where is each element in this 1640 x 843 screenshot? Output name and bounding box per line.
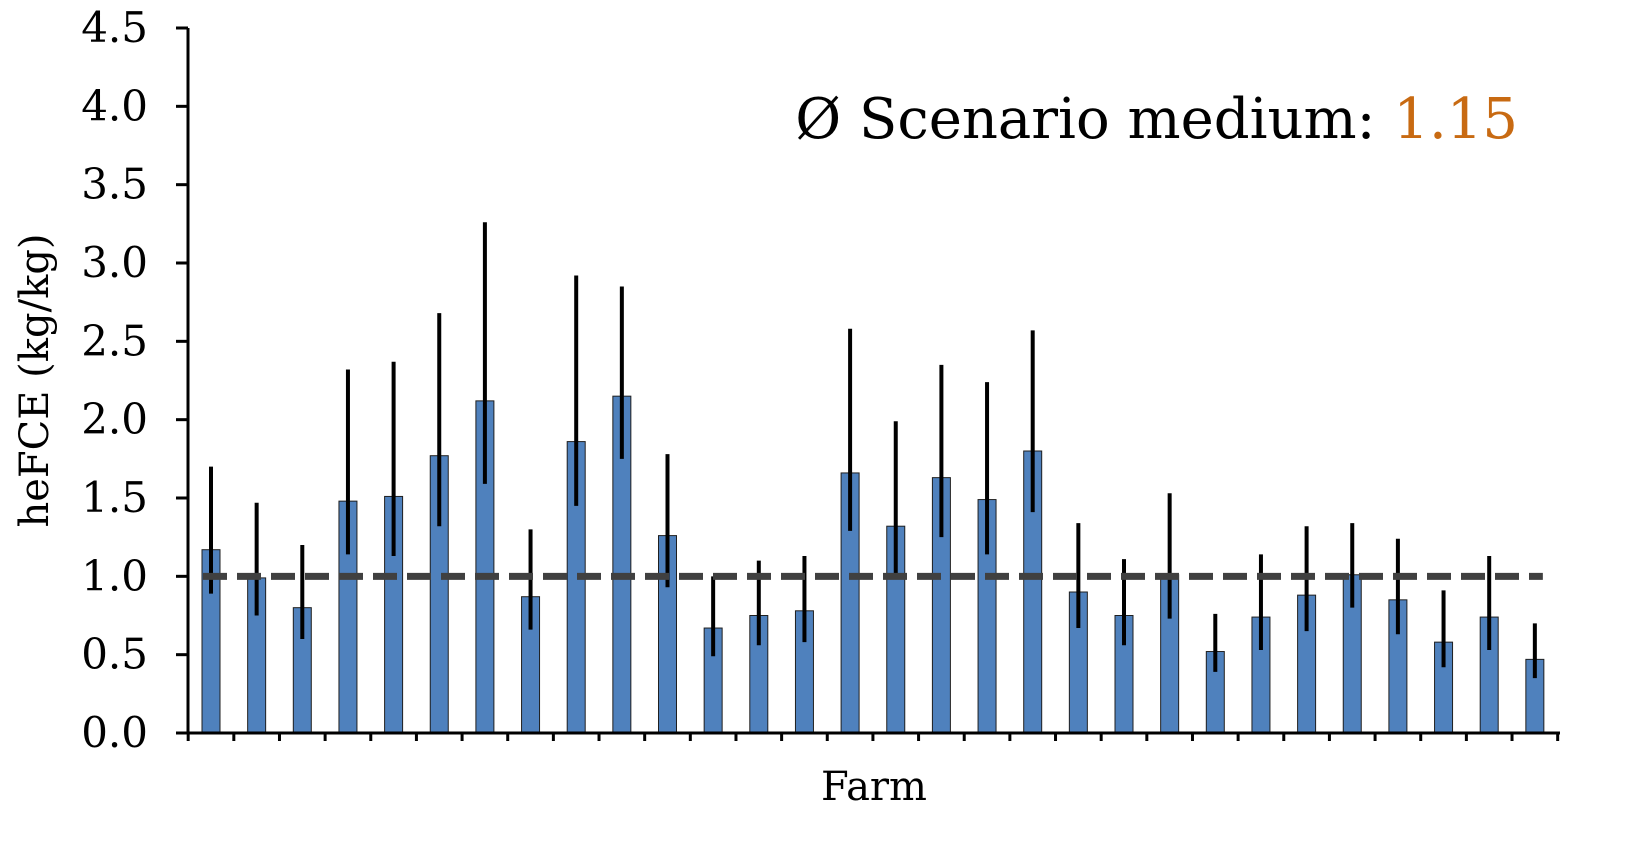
- y-tick-label: 0.5: [81, 630, 148, 679]
- x-axis-ticks: [186, 733, 1560, 741]
- y-axis-ticks: 0.0 0.5 1.0 1.5 2.0 2.5 3.0 3.5 4.0 4.5: [81, 3, 188, 757]
- y-tick-label: 2.5: [81, 316, 148, 365]
- annotation-label: Ø Scenario medium:: [795, 87, 1393, 152]
- bars: [201, 395, 1545, 734]
- y-tick-label: 1.0: [81, 551, 148, 600]
- y-axis-title: heFCE (kg/kg): [12, 233, 58, 527]
- error-bars: [209, 222, 1537, 679]
- x-axis-title: Farm: [821, 764, 927, 810]
- y-tick-label: 2.0: [81, 395, 148, 444]
- y-tick-label: 4.5: [81, 3, 148, 52]
- scenario-annotation: Ø Scenario medium: 1.15: [795, 87, 1518, 152]
- y-tick-label: 3.5: [81, 160, 148, 209]
- y-tick-label: 1.5: [81, 473, 148, 522]
- y-tick-label: 3.0: [81, 238, 148, 287]
- annotation-value: 1.15: [1393, 87, 1518, 152]
- y-tick-label: 4.0: [81, 81, 148, 130]
- y-tick-label: 0.0: [81, 708, 148, 757]
